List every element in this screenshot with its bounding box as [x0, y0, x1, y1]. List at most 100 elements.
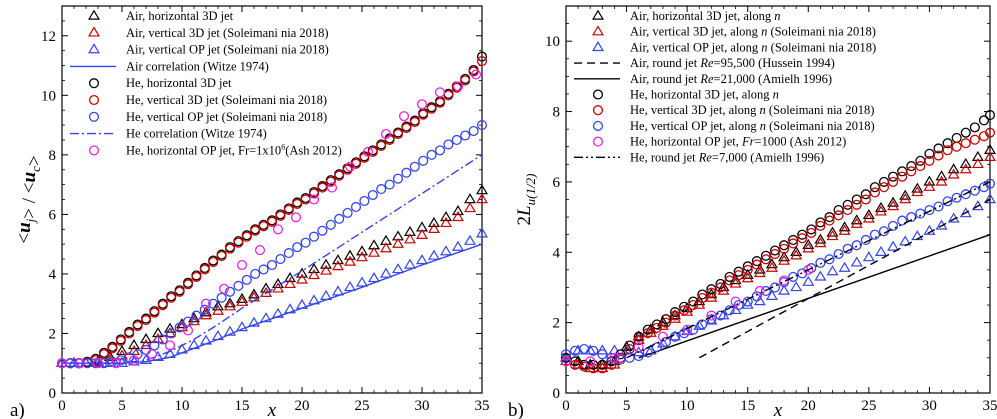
data-point — [401, 167, 412, 178]
data-point — [693, 319, 706, 330]
data-point — [724, 305, 735, 316]
data-point — [788, 271, 799, 282]
data-point — [468, 125, 479, 137]
legend-label: Air, round jet Re=21,000 (Amielh 1996) — [630, 72, 832, 86]
data-point — [560, 356, 572, 367]
data-point — [596, 358, 609, 369]
data-point — [560, 351, 572, 362]
y-tick-label: 10 — [545, 34, 560, 50]
data-point — [428, 222, 440, 233]
data-point — [911, 186, 924, 197]
data-point — [368, 272, 380, 283]
data-point — [797, 233, 808, 244]
data-point — [959, 163, 972, 174]
data-point — [669, 312, 682, 323]
data-point — [236, 259, 248, 271]
legend: Air, horizontal 3D jet Air, vertical 3D j… — [70, 9, 342, 157]
series-0-2 — [56, 227, 488, 367]
data-point — [778, 284, 791, 295]
data-point — [92, 358, 104, 369]
data-point — [359, 195, 370, 207]
data-point — [320, 264, 332, 275]
data-point — [440, 216, 452, 228]
data-point — [476, 56, 488, 67]
data-point — [765, 258, 778, 269]
data-point — [128, 355, 140, 366]
data-point — [392, 237, 404, 248]
data-point — [724, 275, 735, 286]
y-tick-label: 0 — [553, 386, 561, 402]
data-point — [116, 344, 128, 356]
data-point — [452, 205, 464, 216]
y-axis-label: <uj> / <uc> — [14, 155, 45, 243]
data-point — [751, 259, 762, 270]
data-point — [860, 194, 871, 205]
series-line — [698, 198, 991, 359]
data-point — [440, 245, 452, 256]
data-point — [404, 233, 416, 244]
data-point — [779, 243, 790, 254]
legend-entry: He, vertical 3D jet (Soleimani nia 2018) — [88, 93, 327, 107]
data-point — [560, 352, 572, 363]
y-tick-label: 10 — [41, 88, 56, 104]
legend-marker-swatch — [592, 105, 604, 116]
data-point — [166, 328, 177, 339]
data-point — [398, 111, 410, 122]
data-point — [790, 281, 803, 292]
legend-entry: He, vertical OP jet, along n (Soleimani … — [592, 119, 875, 133]
data-point — [416, 254, 428, 265]
legend-entry: He, round jet Re=7,000 (Amielh 1996) — [574, 150, 824, 164]
data-point — [888, 220, 899, 231]
data-point — [633, 331, 644, 342]
data-point — [476, 193, 488, 204]
data-point — [74, 358, 86, 369]
data-point — [308, 194, 320, 205]
data-point — [325, 219, 336, 230]
series-1-8 — [560, 264, 814, 367]
data-point — [392, 128, 404, 140]
data-point — [588, 345, 599, 356]
data-point — [308, 269, 320, 280]
data-point — [862, 251, 875, 262]
data-point — [451, 82, 462, 93]
data-point — [660, 317, 671, 328]
data-point — [660, 336, 671, 348]
data-point — [464, 193, 476, 204]
data-point — [984, 143, 996, 154]
data-point — [233, 237, 244, 248]
data-point — [608, 344, 621, 355]
legend-marker-swatch — [592, 136, 604, 147]
data-point — [971, 150, 984, 162]
legend-entry: He, vertical OP jet (Soleimani nia 2018) — [88, 110, 327, 124]
data-point — [56, 356, 68, 367]
y-axis-label-part: j — [23, 218, 38, 224]
x-tick-label: 30 — [922, 398, 937, 414]
y-axis-label-part: c — [28, 166, 43, 172]
data-point — [596, 361, 609, 373]
data-point — [212, 300, 224, 311]
data-point — [452, 210, 464, 222]
data-point — [317, 225, 328, 236]
legend-label-part: (Soleimani nia 2018) — [766, 103, 875, 117]
series-0-5 — [56, 56, 488, 369]
legend-entry: Air, horizontal 3D jet, along n — [592, 9, 781, 23]
y-tick-label: 8 — [49, 148, 57, 164]
data-point — [300, 237, 311, 248]
data-point — [224, 286, 236, 297]
data-point — [642, 347, 653, 358]
data-point — [942, 196, 953, 207]
data-point — [362, 146, 374, 157]
legend-label-part: n — [774, 9, 780, 23]
data-point — [733, 270, 744, 281]
data-point — [182, 279, 194, 290]
data-point — [110, 358, 122, 369]
legend-label-part: (Soleimani nia 2018) — [766, 119, 875, 133]
y-tick-label: 4 — [49, 267, 57, 283]
data-point — [814, 237, 827, 248]
data-point — [850, 214, 863, 225]
data-point — [851, 199, 862, 210]
data-point — [874, 205, 887, 216]
x-tick-label: 15 — [740, 398, 755, 414]
data-point — [706, 287, 717, 298]
